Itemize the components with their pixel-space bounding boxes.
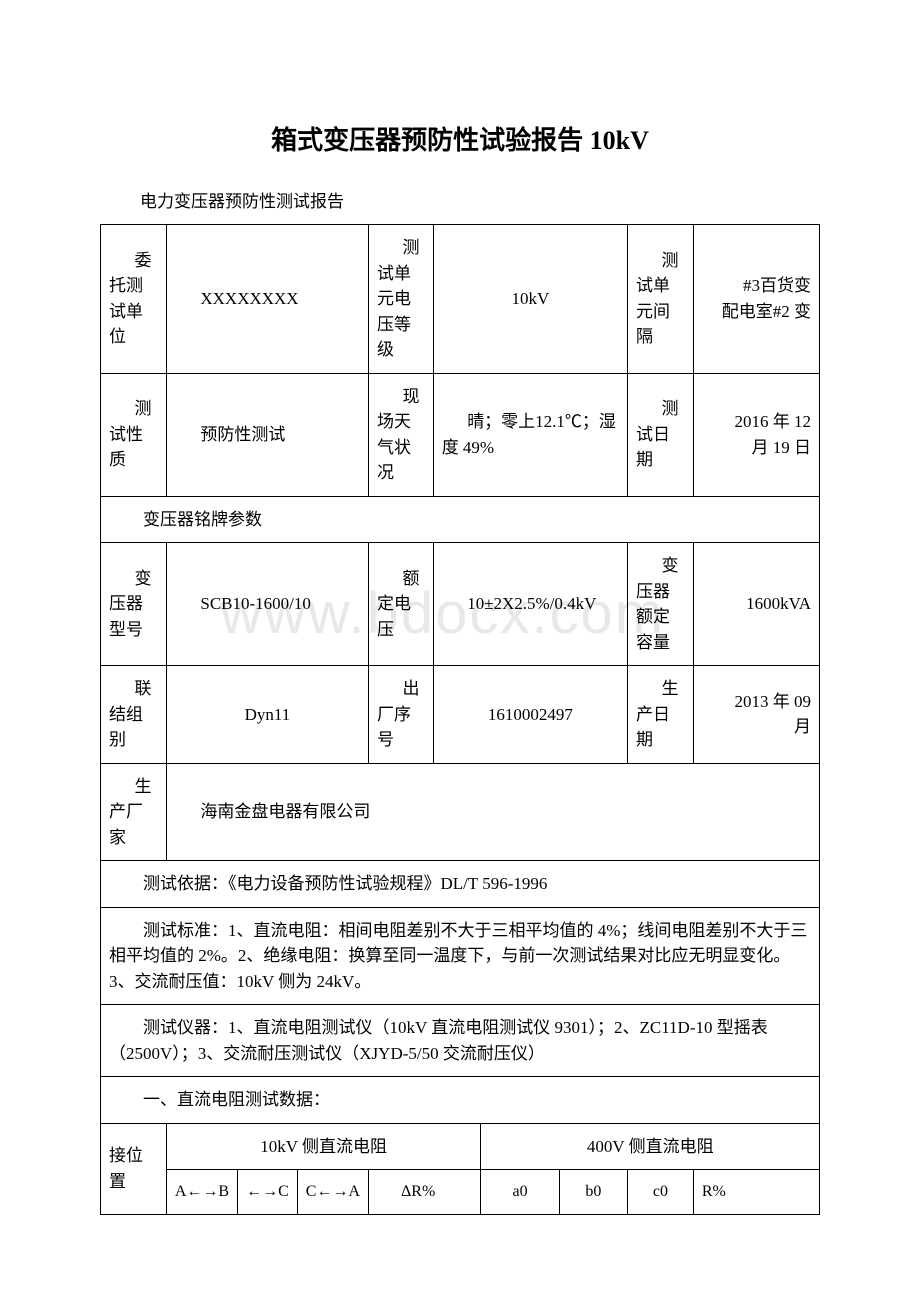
table-row: 生产厂家 海南金盘电器有限公司	[101, 763, 820, 861]
table-row: 测试仪器：1、直流电阻测试仪（10kV 直流电阻测试仪 9301）；2、ZC11…	[101, 1005, 820, 1077]
table-row: A←→B ←→C C←→A ΔR% a0 b0 c0 R%	[101, 1170, 820, 1215]
test-instrument: 测试仪器：1、直流电阻测试仪（10kV 直流电阻测试仪 9301）；2、ZC11…	[101, 1005, 820, 1077]
table-row: 测试性质 预防性测试 现场天气状况 晴；零上12.1℃；湿度 49% 测试日期 …	[101, 373, 820, 496]
test-nature-value: 预防性测试	[166, 373, 368, 496]
table-row: 测试依据：《电力设备预防性试验规程》DL/T 596-1996	[101, 861, 820, 908]
serial-value: 1610002497	[433, 666, 627, 764]
report-table: 委托测试单位 XXXXXXXX 测试单元电压等级 10kV 测试单元间隔 #3百…	[100, 224, 820, 1215]
capacity-value: 1600kVA	[693, 543, 819, 666]
serial-label: 出厂序号	[369, 666, 434, 764]
table-row: 委托测试单位 XXXXXXXX 测试单元电压等级 10kV 测试单元间隔 #3百…	[101, 225, 820, 374]
dr-header: ΔR%	[369, 1170, 481, 1215]
manufacturer-label: 生产厂家	[101, 763, 167, 861]
side-10kv-header: 10kV 侧直流电阻	[166, 1123, 481, 1170]
model-label: 变压器型号	[101, 543, 167, 666]
voltage-level-value: 10kV	[433, 225, 627, 374]
a0-header: a0	[481, 1170, 559, 1215]
test-standard: 测试标准：1、直流电阻：相间电阻差别不大于三相平均值的 4%；线间电阻差别不大于…	[101, 907, 820, 1005]
connection-value: Dyn11	[166, 666, 368, 764]
weather-label: 现场天气状况	[369, 373, 434, 496]
connection-label: 联结组别	[101, 666, 167, 764]
bc-header: ←→C	[238, 1170, 298, 1215]
table-row: 变压器铭牌参数	[101, 496, 820, 543]
rated-voltage-label: 额定电压	[369, 543, 434, 666]
table-row: 联结组别 Dyn11 出厂序号 1610002497 生产日期 2013 年 0…	[101, 666, 820, 764]
capacity-label: 变压器额定容量	[628, 543, 694, 666]
nameplate-section-header: 变压器铭牌参数	[101, 496, 820, 543]
pos-header: 接位置	[101, 1123, 167, 1215]
client-value: XXXXXXXX	[166, 225, 368, 374]
manufacturer-value: 海南金盘电器有限公司	[166, 763, 819, 861]
b0-header: b0	[559, 1170, 627, 1215]
voltage-level-label: 测试单元电压等级	[369, 225, 434, 374]
r-header: R%	[693, 1170, 819, 1215]
test-basis: 测试依据：《电力设备预防性试验规程》DL/T 596-1996	[101, 861, 820, 908]
dc-section-header: 一、直流电阻测试数据：	[101, 1077, 820, 1124]
client-label: 委托测试单位	[101, 225, 167, 374]
c0-header: c0	[628, 1170, 694, 1215]
table-row: 一、直流电阻测试数据：	[101, 1077, 820, 1124]
table-row: 接位置 10kV 侧直流电阻 400V 侧直流电阻	[101, 1123, 820, 1170]
weather-value: 晴；零上12.1℃；湿度 49%	[433, 373, 627, 496]
rated-voltage-value: 10±2X2.5%/0.4kV	[433, 543, 627, 666]
test-date-label: 测试日期	[628, 373, 694, 496]
table-row: 测试标准：1、直流电阻：相间电阻差别不大于三相平均值的 4%；线间电阻差别不大于…	[101, 907, 820, 1005]
document-title: 箱式变压器预防性试验报告 10kV	[100, 120, 820, 157]
ab-header: A←→B	[166, 1170, 237, 1215]
side-400v-header: 400V 侧直流电阻	[481, 1123, 820, 1170]
ca-header: C←→A	[297, 1170, 368, 1215]
production-date-label: 生产日期	[628, 666, 694, 764]
test-date-value: 2016 年 12月 19 日	[693, 373, 819, 496]
model-value: SCB10-1600/10	[166, 543, 368, 666]
production-date-value: 2013 年 09月	[693, 666, 819, 764]
interval-label: 测试单元间隔	[628, 225, 694, 374]
interval-value: #3百货变配电室#2 变	[693, 225, 819, 374]
table-row: 变压器型号 SCB10-1600/10 额定电压 10±2X2.5%/0.4kV…	[101, 543, 820, 666]
test-nature-label: 测试性质	[101, 373, 167, 496]
document-subtitle: 电力变压器预防性测试报告	[100, 187, 820, 212]
